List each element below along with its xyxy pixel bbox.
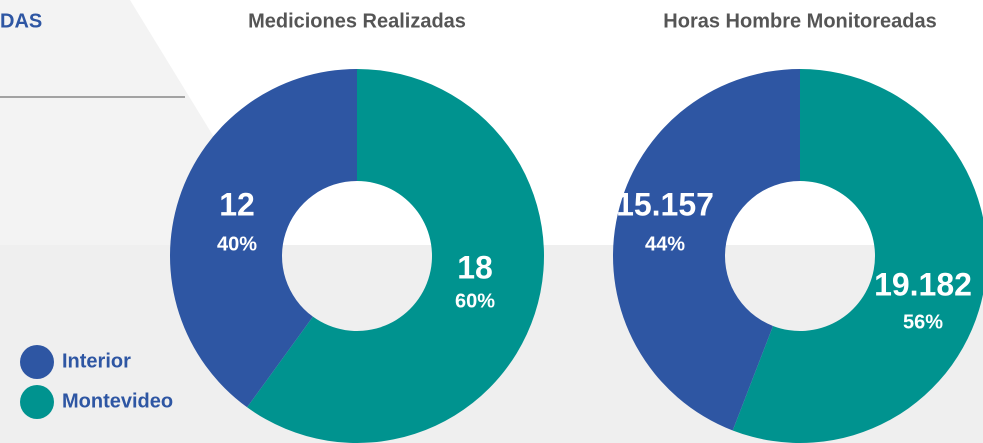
value-label: 15.157 bbox=[616, 186, 714, 222]
legend-label: Interior bbox=[62, 350, 131, 372]
percent-label: 40% bbox=[217, 233, 257, 255]
percent-label: 56% bbox=[903, 311, 943, 333]
value-label: 18 bbox=[457, 249, 493, 285]
donut-slice bbox=[732, 69, 983, 443]
donut-slice bbox=[613, 69, 800, 431]
legend-swatch bbox=[20, 385, 54, 419]
donut-slice bbox=[247, 69, 544, 443]
donut-slice bbox=[170, 69, 357, 408]
legend-swatch bbox=[20, 345, 54, 379]
chart-title: Mediciones Realizadas bbox=[248, 10, 466, 32]
value-label: 19.182 bbox=[874, 266, 972, 302]
chart-title: Horas Hombre Monitoreadas bbox=[663, 10, 936, 32]
percent-label: 60% bbox=[455, 290, 495, 312]
percent-label: 44% bbox=[645, 233, 685, 255]
value-label: 12 bbox=[219, 186, 255, 222]
header-fragment: DAS bbox=[0, 10, 42, 32]
legend-label: Montevideo bbox=[62, 390, 173, 412]
